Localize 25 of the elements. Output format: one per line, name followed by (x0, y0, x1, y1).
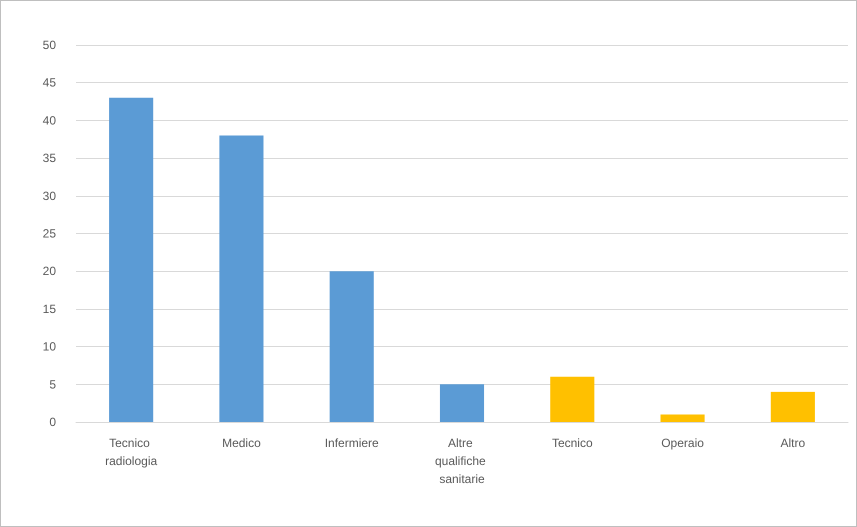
y-tick-label: 0 (49, 415, 56, 429)
x-tick-label: Medico (222, 436, 262, 450)
y-tick-label: 25 (42, 226, 56, 240)
x-tick-label: Tecnico (552, 436, 593, 450)
x-tick-label: Altro (780, 436, 806, 450)
bar (550, 376, 594, 422)
y-tick-label: 30 (42, 188, 56, 203)
y-tick-label: 15 (42, 302, 56, 316)
bar (660, 414, 705, 422)
y-tick-label: 20 (42, 264, 56, 278)
y-tick-label: 5 (49, 377, 56, 392)
y-tick-label: 50 (42, 38, 56, 52)
y-tick-label: 40 (42, 113, 56, 128)
x-tick-label: Tecnico radiologia (105, 436, 158, 468)
bar (219, 135, 264, 422)
y-tick-label: 10 (42, 340, 56, 354)
bar (109, 98, 154, 422)
x-tick-label: Infermiere (324, 436, 380, 450)
x-tick-label: Altre qualifiche sanitarie (434, 436, 490, 486)
bar (330, 271, 374, 422)
x-tick-label: Operaio (661, 436, 704, 450)
bar (440, 384, 484, 422)
bar (770, 392, 815, 422)
y-tick-label: 45 (42, 76, 56, 90)
y-tick-label: 35 (42, 151, 56, 166)
